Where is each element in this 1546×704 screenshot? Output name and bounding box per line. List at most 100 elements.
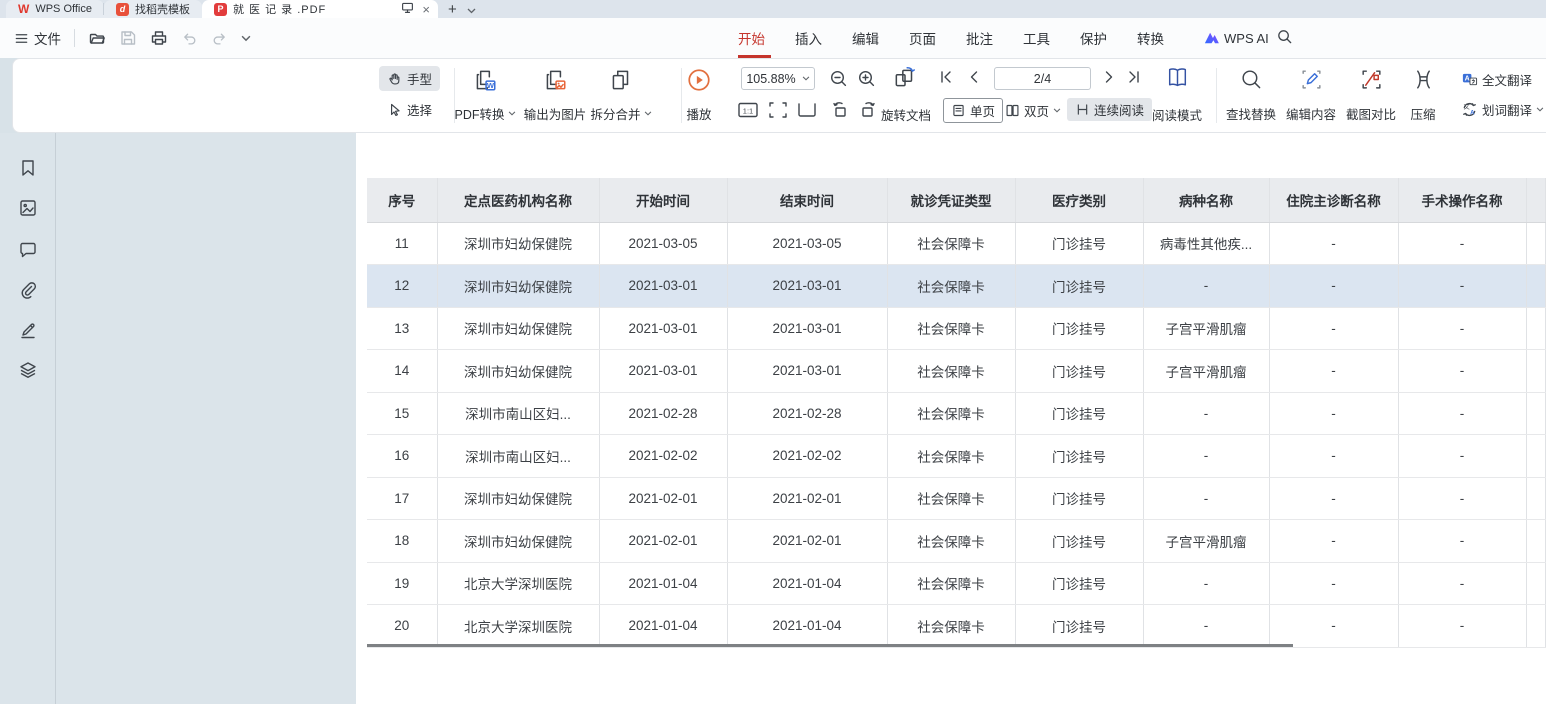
table-cell: 2021-02-28 [727, 392, 888, 435]
play-button[interactable]: 播放 [677, 65, 721, 127]
split-merge-button[interactable]: 拆分合并 [578, 65, 664, 127]
rotate-document-label: 旋转文档 [880, 109, 931, 123]
edit-content-button[interactable]: 编辑内容 [1278, 65, 1344, 127]
undo-button[interactable] [181, 30, 198, 47]
read-mode-button[interactable]: 阅读模式 [1143, 105, 1211, 124]
table-cell: 深圳市南山区妇... [437, 392, 600, 435]
single-page-button[interactable]: 单页 [943, 98, 1004, 123]
select-tool-button[interactable]: 选择 [379, 97, 440, 122]
menu-tab-page[interactable]: 页面 [909, 32, 936, 47]
table-cell: 深圳市南山区妇... [437, 434, 600, 478]
tab-wps-office[interactable]: W WPS Office [6, 0, 104, 18]
rotate-left-button[interactable] [830, 100, 850, 120]
previous-page-button[interactable] [965, 68, 983, 86]
print-button[interactable] [150, 29, 168, 47]
table-row[interactable]: 14 深圳市妇幼保健院 2021-03-01 2021-03-01 社会保障卡 门诊挂号子… [367, 349, 1546, 393]
table-cell: 深圳市妇幼保健院 [437, 307, 600, 350]
screenshot-compare-button[interactable]: 截图对比 [1338, 65, 1404, 127]
table-row[interactable]: 19 北京大学深圳医院 2021-01-04 2021-01-04 社会保障卡 门诊挂号 -… [367, 562, 1546, 605]
layers-icon [20, 362, 36, 378]
sidebar-comments-button[interactable] [17, 239, 39, 261]
word-translate-label: 划词翻译 [1482, 104, 1533, 118]
wps-ai-button[interactable]: WPS AI [1203, 18, 1269, 58]
menu-tab-protect[interactable]: 保护 [1080, 32, 1107, 47]
menu-tab-home[interactable]: 开始 [738, 32, 765, 47]
save-button[interactable] [119, 29, 137, 47]
quick-access-chevron-icon[interactable] [241, 35, 251, 42]
table-row[interactable]: 17 深圳市妇幼保健院 2021-02-01 2021-02-01 社会保障卡 门诊挂号 -… [367, 477, 1546, 520]
table-row[interactable]: 11 深圳市妇幼保健院 2021-03-05 2021-03-05 社会保障卡 门诊挂号病… [367, 222, 1546, 265]
export-image-button[interactable]: 输出为图片 [510, 65, 600, 127]
chevron-down-icon [644, 111, 651, 116]
new-tab-icon[interactable]: + [447, 0, 457, 18]
table-cell: - [1398, 222, 1527, 265]
zoom-in-button[interactable] [857, 69, 877, 89]
table-cell: 2021-02-01 [727, 519, 888, 563]
sidebar-thumbnails-button[interactable] [17, 197, 39, 219]
fit-page-button[interactable] [767, 100, 789, 120]
table-row[interactable]: 18 深圳市妇幼保健院 2021-02-01 2021-02-01 社会保障卡 门诊挂号子… [367, 519, 1546, 563]
redo-button[interactable] [211, 30, 228, 47]
rotate-document-button[interactable]: 旋转文档 [874, 105, 938, 124]
document-page: 序号 定点医药机构名称 开始时间 结束时间 就诊凭证类型 医疗类别 病种名称 住院主诊断名称手… [356, 133, 1546, 704]
read-mode-icon[interactable] [1165, 65, 1190, 90]
sidebar-attachments-button[interactable] [17, 279, 39, 301]
double-page-button[interactable]: 双页 [1005, 101, 1061, 120]
printer-icon [151, 31, 167, 45]
table-cell: 深圳市妇幼保健院 [437, 349, 600, 393]
tab-docer-templates[interactable]: d 找稻壳模板 [102, 0, 202, 18]
page-number-input[interactable]: 2/4 [994, 67, 1091, 90]
continuous-read-button[interactable]: 连续阅读 [1067, 98, 1153, 121]
table-row[interactable]: 12 深圳市妇幼保健院 2021-03-01 2021-03-01 社会保障卡 门诊挂号 -… [367, 264, 1546, 308]
table-header-cell: 病种名称 [1143, 178, 1270, 223]
menu-tab-insert[interactable]: 插入 [795, 32, 822, 47]
zoom-out-button[interactable] [829, 69, 849, 89]
paperclip-icon [21, 282, 37, 299]
menu-tab-convert[interactable]: 转换 [1137, 32, 1164, 47]
hand-tool-label: 手型 [407, 73, 433, 87]
next-page-button[interactable] [1100, 68, 1118, 86]
sidebar-bookmarks-button[interactable] [17, 157, 39, 179]
table-row[interactable]: 13 深圳市妇幼保健院 2021-03-01 2021-03-01 社会保障卡 门诊挂号子… [367, 307, 1546, 350]
table-cell: 15 [367, 392, 438, 435]
table-cell [1526, 222, 1546, 265]
table-cell: 门诊挂号 [1015, 434, 1144, 478]
full-translate-button[interactable]: A 全文翻译 [1461, 70, 1532, 89]
table-cell: 16 [367, 434, 438, 478]
rotate-right-button[interactable] [858, 100, 878, 120]
tab-document-active[interactable]: P 就 医 记 录 .PDF × [201, 0, 438, 18]
menu-tab-comment[interactable]: 批注 [966, 32, 993, 47]
full-translate-label: 全文翻译 [1482, 74, 1533, 88]
find-replace-button[interactable]: 查找替换 [1218, 65, 1284, 127]
first-page-button[interactable] [937, 68, 955, 86]
rotate-document-icon[interactable] [892, 65, 918, 91]
sidebar-signature-button[interactable] [17, 319, 39, 341]
menu-tab-tools[interactable]: 工具 [1023, 32, 1050, 47]
table-row[interactable]: 20 北京大学深圳医院 2021-01-04 2021-01-04 社会保障卡 门诊挂号 -… [367, 604, 1546, 648]
tab-list-chevron-icon[interactable] [467, 2, 476, 17]
actual-size-button[interactable]: 1:1 [737, 100, 759, 120]
sidebar-layers-button[interactable] [17, 359, 39, 381]
table-cell [1526, 307, 1546, 350]
pdf-convert-button[interactable]: W PDF转换 [442, 65, 528, 127]
undo-icon [184, 33, 196, 45]
open-file-button[interactable] [88, 29, 106, 47]
table-cell: 11 [367, 222, 438, 265]
table-row[interactable]: 16 深圳市南山区妇... 2021-02-02 2021-02-02 社会保障卡 门诊挂… [367, 434, 1546, 478]
menubar-search-icon[interactable] [1276, 28, 1293, 50]
table-cell: - [1269, 604, 1399, 648]
file-menu-button[interactable]: 文件 [14, 28, 61, 48]
compress-button[interactable]: 压缩 [1397, 65, 1449, 127]
fit-width-button[interactable] [796, 100, 818, 120]
table-row[interactable]: 15 深圳市南山区妇... 2021-02-28 2021-02-28 社会保障卡 门诊挂… [367, 392, 1546, 435]
last-page-button[interactable] [1125, 68, 1143, 86]
play-label: 播放 [686, 108, 712, 122]
menu-tab-edit[interactable]: 编辑 [852, 32, 879, 47]
close-tab-icon[interactable]: × [422, 1, 430, 17]
zoom-level-dropdown[interactable]: 105.88% [741, 67, 815, 90]
single-page-icon [953, 104, 964, 117]
table-cell: 2021-02-01 [599, 477, 728, 520]
hand-tool-button[interactable]: 手型 [379, 66, 441, 91]
share-screen-icon[interactable] [401, 1, 414, 17]
